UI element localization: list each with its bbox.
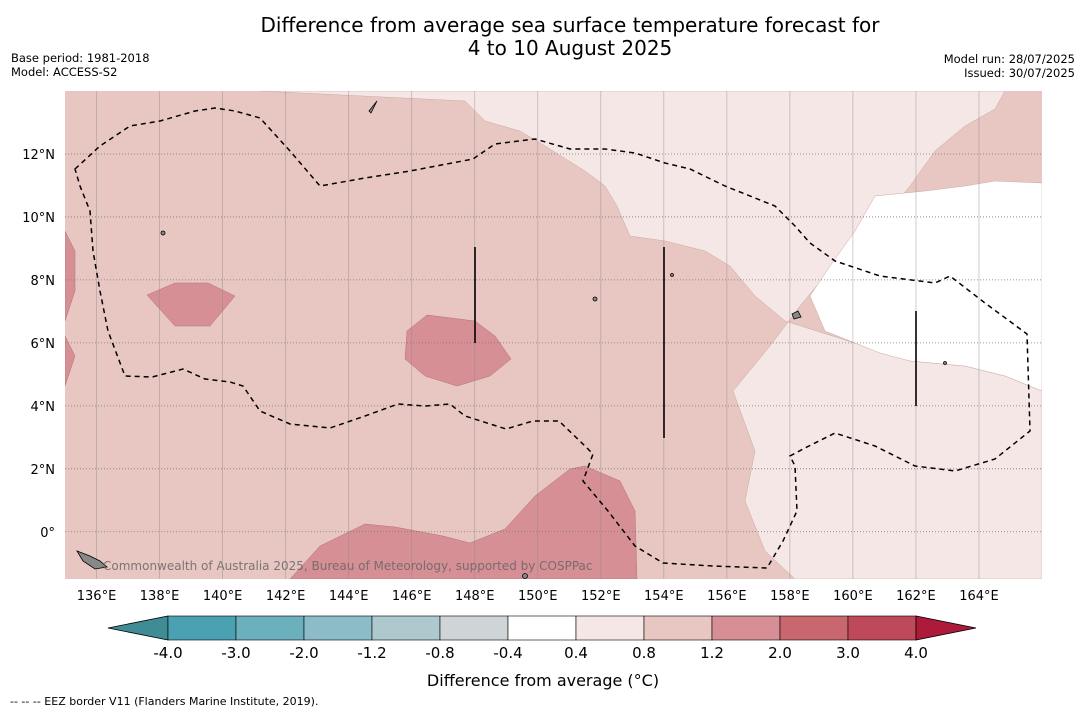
island-east bbox=[791, 310, 802, 320]
lon-tick-label: 158°E bbox=[770, 589, 810, 604]
lon-tick-label: 152°E bbox=[581, 589, 621, 604]
lon-tick-label: 146°E bbox=[392, 589, 432, 604]
model-name: Model: ACCESS-S2 bbox=[11, 65, 118, 79]
attribution: Commonwealth of Australia 2025, Bureau o… bbox=[103, 559, 593, 573]
title-line-2: 4 to 10 August 2025 bbox=[467, 36, 673, 60]
lat-tick-label: 10°N bbox=[22, 211, 55, 226]
lat-tick-label: 0° bbox=[40, 526, 55, 541]
anomaly-near-zero-region bbox=[809, 180, 1042, 392]
colorbar-tick-label: -0.8 bbox=[425, 644, 454, 662]
colorbar-tick-label: 0.4 bbox=[564, 644, 588, 662]
colorbar-under-extend bbox=[107, 615, 169, 641]
lon-tick-label: 140°E bbox=[203, 589, 243, 604]
islands bbox=[76, 100, 947, 579]
colorbar-segment bbox=[371, 615, 441, 641]
colorbar-segment bbox=[847, 615, 917, 641]
island-north bbox=[368, 100, 378, 114]
lon-tick-label: 148°E bbox=[455, 589, 495, 604]
lat-tick-label: 8°N bbox=[31, 274, 56, 289]
lat-tick-label: 12°N bbox=[22, 148, 55, 163]
eez-footnote: -- -- -- EEZ border V11 (Flanders Marine… bbox=[10, 695, 319, 708]
lon-tick-label: 136°E bbox=[77, 589, 117, 604]
colorbar-tick-label: -0.4 bbox=[493, 644, 522, 662]
colorbar-tick-label: 0.8 bbox=[632, 644, 656, 662]
colorbar-tick-label: -1.2 bbox=[357, 644, 386, 662]
title-line-1: Difference from average sea surface temp… bbox=[260, 13, 880, 37]
colorbar-segment bbox=[575, 615, 645, 641]
island-dot-1 bbox=[160, 230, 166, 236]
colorbar-tick-label: 1.2 bbox=[700, 644, 724, 662]
base-period: Base period: 1981-2018 bbox=[11, 51, 150, 65]
colorbar-segment bbox=[303, 615, 373, 641]
lat-tick-label: 4°N bbox=[31, 400, 56, 415]
lon-tick-label: 138°E bbox=[140, 589, 180, 604]
colorbar-tick-label: 2.0 bbox=[768, 644, 792, 662]
model-run-info: Model run: 28/07/2025 Issued: 30/07/2025 bbox=[944, 52, 1075, 80]
anomaly-1.2-2.0-patch-west-edge bbox=[65, 230, 76, 322]
anomaly-1.2-2.0-patch-147E bbox=[404, 314, 512, 387]
anomaly-1.2-2.0-patch-south bbox=[289, 465, 638, 579]
colorbar-segments bbox=[107, 615, 977, 641]
base-period-info: Base period: 1981-2018 Model: ACCESS-S2 bbox=[11, 51, 150, 79]
lon-tick-label: 162°E bbox=[896, 589, 936, 604]
lat-tick-label: 6°N bbox=[31, 337, 56, 352]
lon-tick-label: 160°E bbox=[833, 589, 873, 604]
colorbar-tick-label: 3.0 bbox=[836, 644, 860, 662]
island-dot-3 bbox=[670, 273, 674, 277]
issued-date: Issued: 30/07/2025 bbox=[964, 66, 1075, 80]
colorbar-segment bbox=[235, 615, 305, 641]
island-dot-5 bbox=[522, 573, 528, 579]
eez-border bbox=[74, 107, 1031, 569]
anomaly-1.2-2.0-patch-west-edge-2 bbox=[65, 335, 76, 387]
lon-tick-label: 164°E bbox=[959, 589, 999, 604]
lon-tick-label: 154°E bbox=[644, 589, 684, 604]
colorbar-tick-label: -3.0 bbox=[221, 644, 250, 662]
colorbar-over-extend bbox=[915, 615, 977, 641]
island-west-coast bbox=[76, 550, 108, 570]
colorbar-segment bbox=[643, 615, 713, 641]
island-dot-2 bbox=[592, 296, 598, 302]
colorbar-segment bbox=[507, 615, 577, 641]
lon-tick-label: 142°E bbox=[266, 589, 306, 604]
anomaly-1.2-2.0-patch-139E bbox=[146, 282, 236, 327]
colorbar-segment bbox=[711, 615, 781, 641]
island-dot-4 bbox=[943, 361, 947, 365]
map-svg: Commonwealth of Australia 2025, Bureau o… bbox=[65, 91, 1042, 579]
model-run-date: Model run: 28/07/2025 bbox=[943, 52, 1075, 66]
colorbar-tick-labels: -4.0 -3.0 -2.0 -1.2 -0.8 -0.4 0.4 0.8 1.2 2.0 3.0 4… bbox=[153, 644, 928, 662]
colorbar-label: Difference from average (°C) bbox=[427, 671, 659, 690]
colorbar-segment bbox=[439, 615, 509, 641]
lon-tick-label: 144°E bbox=[329, 589, 369, 604]
lon-tick-label: 150°E bbox=[518, 589, 558, 604]
colorbar-tick-label: -4.0 bbox=[153, 644, 182, 662]
colorbar-tick-label: 4.0 bbox=[904, 644, 928, 662]
latitude-gridlines bbox=[65, 153, 1042, 533]
lat-tick-label: 2°N bbox=[31, 463, 56, 478]
colorbar-segment bbox=[779, 615, 849, 641]
map-area: Commonwealth of Australia 2025, Bureau o… bbox=[65, 91, 1042, 579]
longitude-gridlines bbox=[96, 91, 980, 579]
lon-tick-label: 156°E bbox=[707, 589, 747, 604]
colorbar-tick-label: -2.0 bbox=[289, 644, 318, 662]
colorbar: -4.0 -3.0 -2.0 -1.2 -0.8 -0.4 0.4 0.8 1.2 2.0 3.0 4… bbox=[107, 615, 977, 690]
colorbar-segment bbox=[167, 615, 237, 641]
map-title: Difference from average sea surface temp… bbox=[220, 14, 920, 60]
